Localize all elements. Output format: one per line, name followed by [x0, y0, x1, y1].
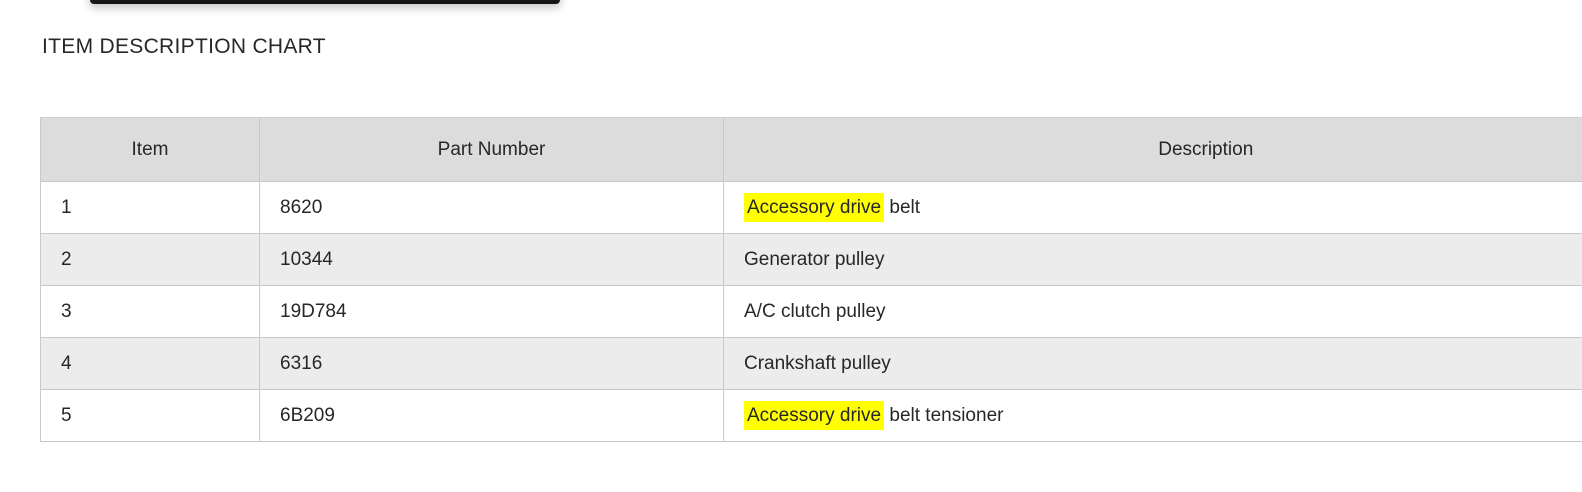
search-highlight: Accessory drive — [744, 400, 885, 430]
description-text: belt — [884, 196, 921, 218]
description-cell: A/C clutch pulley — [723, 285, 1582, 338]
item-description-table: Item Part Number Description 1 8620 Acce… — [40, 117, 1582, 442]
item-cell: 4 — [40, 337, 260, 390]
description-text: belt tensioner — [884, 404, 1004, 426]
part-number-cell: 10344 — [259, 233, 724, 286]
header-row: Item Part Number Description — [40, 117, 1582, 182]
item-description-table-wrap: Item Part Number Description 1 8620 Acce… — [40, 117, 1582, 442]
column-header-item: Item — [40, 117, 260, 182]
top-cutoff-bar — [90, 0, 560, 4]
part-number-cell: 19D784 — [259, 285, 724, 338]
item-cell: 2 — [40, 233, 260, 286]
column-header-description: Description — [723, 117, 1582, 182]
part-number-cell: 6B209 — [259, 389, 724, 442]
item-cell: 3 — [40, 285, 260, 338]
table-row: 3 19D784 A/C clutch pulley — [40, 285, 1582, 338]
description-cell: Crankshaft pulley — [723, 337, 1582, 390]
table-row: 5 6B209 Accessory drive belt tensioner — [40, 389, 1582, 442]
item-cell: 1 — [40, 181, 260, 234]
table-body: 1 8620 Accessory drive belt 2 10344 Gene… — [40, 181, 1582, 442]
description-cell: Accessory drive belt tensioner — [723, 389, 1582, 442]
table-header: Item Part Number Description — [40, 117, 1582, 182]
table-row: 1 8620 Accessory drive belt — [40, 181, 1582, 234]
description-text: Generator pulley — [744, 248, 885, 270]
description-cell: Accessory drive belt — [723, 181, 1582, 234]
part-number-cell: 8620 — [259, 181, 724, 234]
column-header-part-number: Part Number — [259, 117, 724, 182]
table-row: 2 10344 Generator pulley — [40, 233, 1582, 286]
description-cell: Generator pulley — [723, 233, 1582, 286]
description-text: A/C clutch pulley — [744, 300, 886, 322]
item-cell: 5 — [40, 389, 260, 442]
page-title: ITEM DESCRIPTION CHART — [42, 35, 326, 58]
description-text: Crankshaft pulley — [744, 352, 891, 374]
table-row: 4 6316 Crankshaft pulley — [40, 337, 1582, 390]
part-number-cell: 6316 — [259, 337, 724, 390]
search-highlight: Accessory drive — [744, 192, 885, 222]
